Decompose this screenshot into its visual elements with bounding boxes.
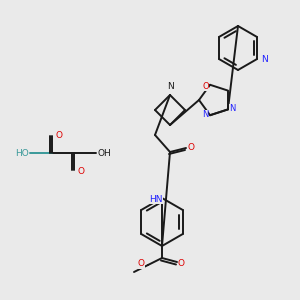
Text: O: O: [202, 82, 209, 91]
Text: N: N: [167, 82, 173, 91]
Text: O: O: [178, 259, 184, 268]
Text: N: N: [229, 104, 235, 113]
Text: O: O: [55, 130, 62, 140]
Text: O: O: [77, 167, 84, 176]
Text: N: N: [202, 110, 208, 119]
Text: O: O: [188, 142, 194, 152]
Text: OH: OH: [97, 148, 111, 158]
Text: HO: HO: [15, 148, 29, 158]
Text: HN: HN: [149, 194, 163, 203]
Text: N: N: [261, 55, 268, 64]
Text: O: O: [138, 260, 145, 268]
